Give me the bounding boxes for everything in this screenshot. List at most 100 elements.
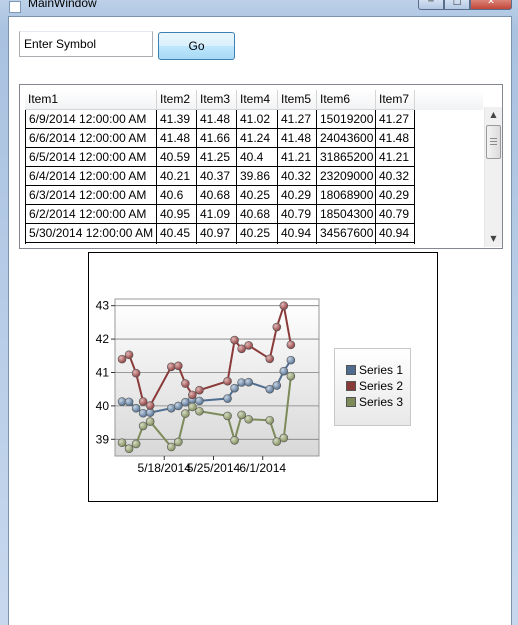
table-row[interactable]: 6/4/2014 12:00:00 AM 40.21 40.37 39.86 40.32… <box>25 167 483 186</box>
table-cell[interactable]: 39.86 <box>237 167 278 186</box>
table-cell[interactable]: 6/9/2014 12:00:00 AM <box>25 110 157 129</box>
table-cell[interactable]: 24043600 <box>317 129 376 148</box>
scroll-up-arrow-icon[interactable]: ▲ <box>490 110 497 119</box>
table-cell[interactable]: 41.24 <box>237 129 278 148</box>
column-header-item1[interactable]: Item1 <box>25 90 157 110</box>
table-cell[interactable]: 40.29 <box>376 186 415 205</box>
legend-swatch-series-2 <box>346 381 356 391</box>
table-cell[interactable]: 40.94 <box>376 224 415 243</box>
data-point <box>131 368 141 378</box>
table-cell[interactable]: 6/2/2014 12:00:00 AM <box>25 205 157 224</box>
data-point <box>117 354 127 364</box>
data-point <box>223 376 232 386</box>
table-cell[interactable]: 40.68 <box>197 186 237 205</box>
table-cell[interactable]: 40.94 <box>278 224 317 243</box>
table-cell[interactable]: 41.25 <box>197 148 237 167</box>
table-cell[interactable]: 40.6 <box>157 186 197 205</box>
table-cell[interactable]: 40.32 <box>278 167 317 186</box>
data-grid[interactable]: Item1 Item2 Item3 Item4 Item5 Item6 Item… <box>19 84 503 249</box>
table-cell[interactable]: 40.32 <box>376 167 415 186</box>
data-point <box>230 335 239 345</box>
table-cell[interactable]: 41.27 <box>376 110 415 129</box>
table-cell[interactable]: 40.59 <box>157 148 197 167</box>
table-cell[interactable]: 40.29 <box>278 186 317 205</box>
table-cell[interactable]: 5/30/2014 12:00:00 AM <box>25 224 157 243</box>
data-point <box>265 415 275 425</box>
table-cell[interactable]: 18068900 <box>317 186 376 205</box>
table-row[interactable]: 5/29/2014 12:00:00 AM40.1540.3539.9140.3… <box>25 243 483 244</box>
maximize-icon: □ <box>452 0 462 7</box>
table-cell[interactable]: 41.39 <box>157 110 197 129</box>
data-point <box>181 409 190 418</box>
table-cell[interactable]: 19888200 <box>317 243 376 244</box>
data-point <box>124 350 134 360</box>
table-cell[interactable]: 40.79 <box>278 205 317 224</box>
column-header-item6[interactable]: Item6 <box>317 90 376 110</box>
table-cell[interactable]: 40.45 <box>157 224 197 243</box>
column-header-item2[interactable]: Item2 <box>157 90 197 110</box>
table-cell[interactable]: 41.21 <box>278 148 317 167</box>
table-cell[interactable]: 18504300 <box>317 205 376 224</box>
data-point <box>145 417 155 426</box>
table-cell[interactable]: 41.21 <box>376 148 415 167</box>
table-cell[interactable]: 41.48 <box>278 129 317 148</box>
minimize-button[interactable]: ─ <box>418 0 444 10</box>
table-row[interactable]: 6/5/2014 12:00:00 AM 40.59 41.25 40.4 41.21 3… <box>25 148 483 167</box>
x-tick-label: 6/1/2014 <box>239 461 286 475</box>
table-cell[interactable]: 41.09 <box>197 205 237 224</box>
data-point <box>166 442 176 452</box>
column-header-item7[interactable]: Item7 <box>376 90 415 110</box>
data-point <box>230 436 239 445</box>
column-header-item3[interactable]: Item3 <box>197 90 237 110</box>
table-cell[interactable]: 40.95 <box>157 205 197 224</box>
table-row[interactable]: 6/2/2014 12:00:00 AM 40.95 41.09 40.68 40.79… <box>25 205 483 224</box>
table-cell[interactable]: 40.34 <box>376 243 415 244</box>
data-point <box>244 414 253 424</box>
table-cell[interactable]: 41.02 <box>237 110 278 129</box>
table-cell[interactable]: 40.37 <box>197 167 237 186</box>
table-cell[interactable]: 40.79 <box>376 205 415 224</box>
table-cell[interactable]: 40.35 <box>197 243 237 244</box>
table-row[interactable]: 6/3/2014 12:00:00 AM 40.6 40.68 40.25 40.29 1… <box>25 186 483 205</box>
table-cell[interactable]: 41.48 <box>376 129 415 148</box>
maximize-button[interactable]: □ <box>444 0 470 10</box>
table-cell[interactable]: 40.15 <box>157 243 197 244</box>
table-cell[interactable]: 40.34 <box>278 243 317 244</box>
table-cell[interactable]: 40.21 <box>157 167 197 186</box>
table-cell[interactable]: 6/5/2014 12:00:00 AM <box>25 148 157 167</box>
data-point <box>237 344 246 354</box>
table-row[interactable]: 6/9/2014 12:00:00 AM 41.39 41.48 41.02 41.27… <box>25 110 483 129</box>
table-cell[interactable]: 40.25 <box>237 224 278 243</box>
column-header-item5[interactable]: Item5 <box>278 90 317 110</box>
table-cell[interactable]: 40.25 <box>237 186 278 205</box>
table-cell[interactable]: 31865200 <box>317 148 376 167</box>
data-point <box>237 410 246 420</box>
table-row[interactable]: 6/6/2014 12:00:00 AM 41.48 41.66 41.24 41.48… <box>25 129 483 148</box>
table-cell[interactable]: 23209000 <box>317 167 376 186</box>
table-cell[interactable]: 41.48 <box>197 110 237 129</box>
table-cell[interactable]: 41.27 <box>278 110 317 129</box>
title-bar[interactable]: MainWindow ─ □ ✕ <box>0 0 518 13</box>
go-button[interactable]: Go <box>158 32 235 60</box>
table-cell[interactable]: 39.91 <box>237 243 278 244</box>
data-point <box>286 355 296 365</box>
close-button[interactable]: ✕ <box>470 0 512 10</box>
table-cell[interactable]: 41.66 <box>197 129 237 148</box>
table-cell[interactable]: 34567600 <box>317 224 376 243</box>
table-cell[interactable]: 6/3/2014 12:00:00 AM <box>25 186 157 205</box>
table-cell[interactable]: 6/4/2014 12:00:00 AM <box>25 167 157 186</box>
grid-vertical-scrollbar[interactable]: ▲ ▼ <box>484 107 502 247</box>
scroll-down-arrow-icon[interactable]: ▼ <box>490 234 497 243</box>
table-cell[interactable]: 40.4 <box>237 148 278 167</box>
column-header-item4[interactable]: Item4 <box>237 90 278 110</box>
table-cell[interactable]: 40.97 <box>197 224 237 243</box>
scroll-thumb[interactable] <box>486 125 501 159</box>
table-cell[interactable]: 5/29/2014 12:00:00 AM <box>25 243 157 244</box>
symbol-input[interactable]: Enter Symbol <box>19 31 153 57</box>
table-cell[interactable]: 15019200 <box>317 110 376 129</box>
table-cell[interactable]: 40.68 <box>237 205 278 224</box>
table-row[interactable]: 5/30/2014 12:00:00 AM 40.45 40.97 40.25 40.9… <box>25 224 483 243</box>
table-cell[interactable]: 41.48 <box>157 129 197 148</box>
table-cell[interactable]: 6/6/2014 12:00:00 AM <box>25 129 157 148</box>
